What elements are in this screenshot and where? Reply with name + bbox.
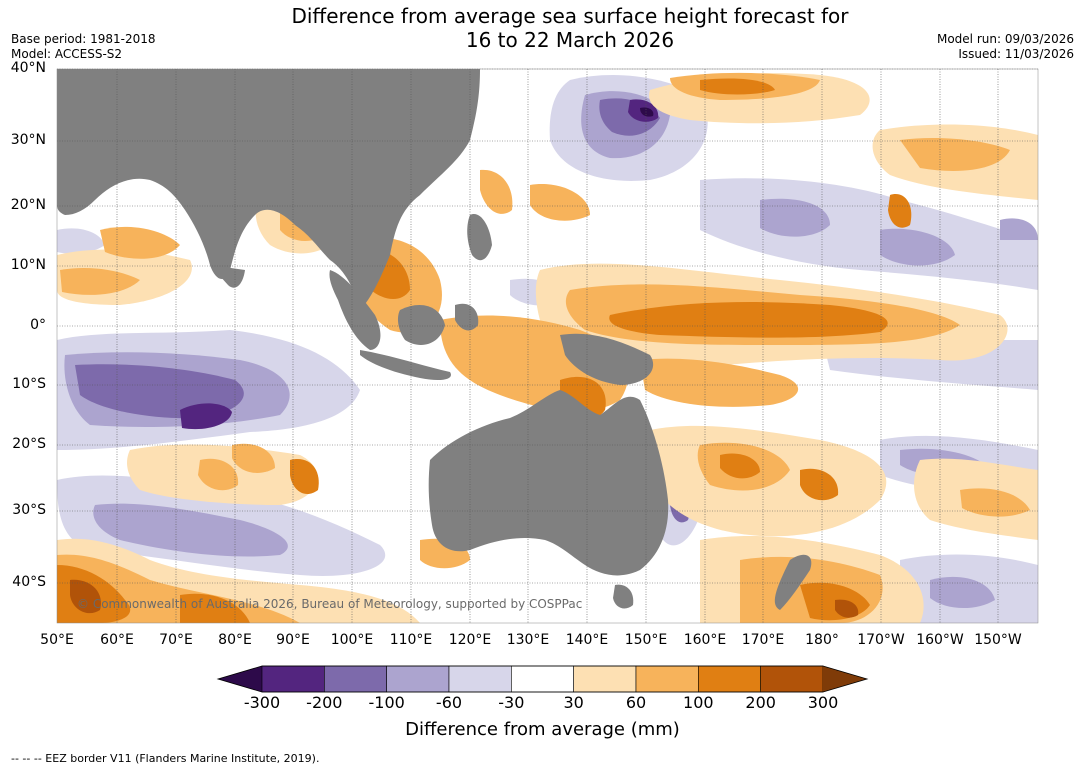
issued-date: Issued: 11/03/2026	[958, 47, 1074, 61]
colorbar-tick-label: -200	[306, 693, 343, 712]
latitude-label: 10°S	[12, 376, 46, 392]
colorbar	[216, 665, 869, 693]
model-name: Model: ACCESS-S2	[11, 47, 123, 61]
longitude-label: 90°E	[276, 632, 310, 648]
longitude-label: 170°E	[741, 632, 785, 648]
longitude-label: 100°E	[330, 632, 374, 648]
eez-footnote: -- -- -- EEZ border V11 (Flanders Marine…	[11, 752, 320, 765]
negative-anomaly-patches	[57, 75, 1038, 623]
longitude-label: 120°E	[448, 632, 492, 648]
colorbar-segment	[386, 665, 450, 693]
colorbar-tick-label: 200	[745, 693, 776, 712]
colorbar-tick-label: 30	[563, 693, 584, 712]
land-masses	[57, 69, 812, 610]
colorbar-segment	[698, 665, 761, 693]
colorbar-segment	[635, 665, 699, 693]
longitude-label: 60°E	[100, 632, 134, 648]
longitude-label: 80°E	[218, 632, 252, 648]
colorbar-segment	[573, 665, 637, 693]
latitude-label: 30°N	[10, 132, 46, 148]
colorbar-tick-label: -300	[243, 693, 281, 712]
longitude-label: 180°	[805, 632, 839, 648]
colorbar-segment	[448, 665, 512, 693]
longitude-label: 50°E	[40, 632, 74, 648]
longitude-label: 140°E	[565, 632, 609, 648]
model-run: Model run: 09/03/2026	[936, 32, 1074, 46]
longitude-label: 130°E	[506, 632, 550, 648]
colorbar-tick-label: 300	[807, 693, 839, 712]
colorbar-tick-label: 60	[625, 693, 647, 712]
latitude-label: 0°	[30, 317, 46, 333]
latitude-label: 40°S	[12, 574, 46, 590]
latitude-label: 20°S	[12, 436, 46, 452]
latitude-label: 20°N	[10, 197, 46, 213]
longitude-label: 150°W	[974, 632, 1022, 648]
map-frame	[56, 68, 1039, 624]
anomaly-field	[57, 69, 1038, 623]
longitude-label: 150°E	[624, 632, 668, 648]
colorbar-segment	[511, 665, 574, 693]
longitude-label: 170°W	[857, 632, 905, 648]
colorbar-under-arrow	[218, 666, 262, 692]
base-period: Base period: 1981-2018	[11, 32, 156, 46]
longitude-label: 160°E	[683, 632, 727, 648]
latitude-label: 30°S	[12, 502, 46, 518]
metadata-right: Model run: 09/03/2026 Issued: 11/03/2026	[937, 32, 1074, 62]
longitude-label: 110°E	[389, 632, 433, 648]
colorbar-tick-label: -100	[368, 693, 405, 712]
colorbar-segment	[760, 665, 824, 693]
map-title: Difference from average sea surface heig…	[0, 4, 1085, 52]
colorbar-segment	[324, 665, 387, 693]
title-line-1: Difference from average sea surface heig…	[291, 4, 849, 28]
colorbar-tick-label: 100	[683, 693, 714, 712]
colorbar-title: Difference from average (mm)	[405, 719, 680, 740]
title-line-2: 16 to 22 March 2026	[465, 28, 675, 52]
colorbar-tick-label: -60	[435, 693, 463, 712]
colorbar-segment	[261, 665, 325, 693]
longitude-label: 70°E	[159, 632, 193, 648]
colorbar-over-arrow	[823, 666, 867, 692]
metadata-left: Base period: 1981-2018 Model: ACCESS-S2	[11, 32, 156, 62]
colorbar-tick-label: -30	[498, 693, 525, 712]
longitude-label: 160°W	[916, 632, 964, 648]
latitude-label: 40°N	[10, 60, 46, 76]
latitude-label: 10°N	[10, 257, 46, 273]
copyright-notice: © Commonwealth of Australia 2026, Bureau…	[77, 597, 583, 611]
